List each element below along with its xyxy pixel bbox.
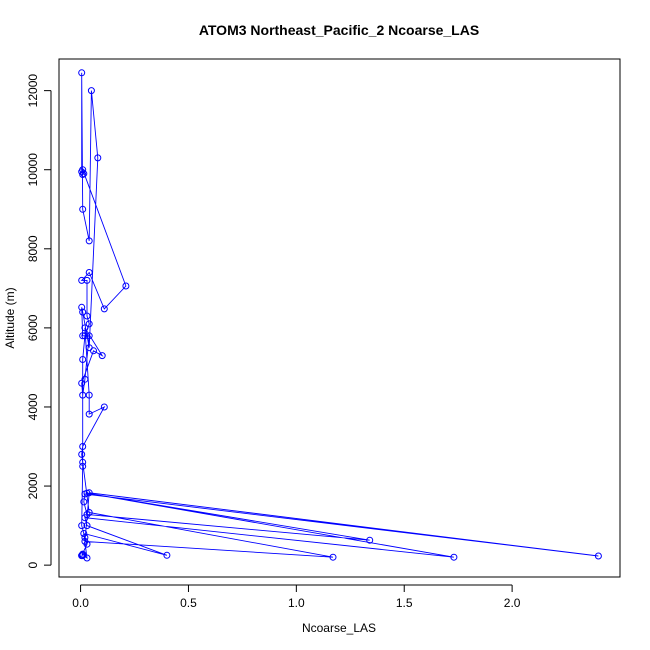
- data-point: [90, 347, 97, 355]
- data-point: [85, 410, 93, 418]
- y-tick-label: 4000: [26, 393, 40, 420]
- x-tick-label: 2.0: [504, 596, 521, 610]
- data-point: [450, 553, 458, 561]
- data-point: [87, 87, 95, 95]
- data-point: [81, 514, 89, 522]
- data-point: [122, 282, 130, 290]
- y-axis-label: Altitude (m): [3, 287, 17, 348]
- data-point: [79, 462, 87, 470]
- plot-area-border: [58, 58, 621, 578]
- y-axis: 0 2000 4000 6000 8000 10000 12000: [26, 74, 52, 568]
- data-point: [81, 537, 89, 545]
- y-tick-label: 12000: [26, 74, 40, 108]
- y-tick-label: 8000: [26, 235, 40, 262]
- x-axis-label: Ncoarse_LAS: [302, 621, 376, 635]
- data-point: [78, 450, 86, 458]
- data-point: [85, 269, 93, 276]
- data-point: [329, 553, 337, 561]
- series-layer: [78, 69, 602, 562]
- data-point: [85, 509, 93, 516]
- data-point: [85, 320, 93, 328]
- data-point: [78, 276, 86, 284]
- x-axis: 0.0 0.5 1.0 1.5 2.0: [72, 584, 521, 610]
- data-point: [78, 168, 86, 176]
- y-tick-label: 10000: [26, 153, 40, 187]
- data-point: [78, 303, 86, 311]
- data-point: [83, 276, 91, 284]
- data-point: [81, 324, 89, 332]
- data-point: [366, 536, 374, 544]
- series-line: [80, 72, 599, 560]
- data-point: [80, 170, 88, 178]
- data-point: [78, 69, 86, 77]
- data-point: [80, 530, 88, 537]
- y-tick-label: 2000: [26, 472, 40, 499]
- data-point: [594, 552, 602, 560]
- data-point: [80, 498, 88, 506]
- data-point: [81, 332, 89, 340]
- data-point: [78, 552, 86, 560]
- y-tick-label: 6000: [26, 314, 40, 341]
- data-point: [78, 379, 86, 387]
- data-point: [85, 391, 93, 399]
- data-point: [100, 305, 108, 313]
- data-point: [79, 550, 87, 558]
- data-point: [79, 205, 87, 213]
- data-point: [79, 443, 87, 450]
- data-point: [94, 154, 102, 162]
- data-point: [79, 308, 87, 316]
- data-point: [79, 356, 87, 363]
- chart-title: ATOM3 Northeast_Pacific_2 Ncoarse_LAS: [199, 22, 479, 38]
- x-tick-label: 1.5: [396, 596, 413, 610]
- data-point: [98, 352, 106, 360]
- data-point: [83, 312, 91, 320]
- data-point: [85, 332, 93, 340]
- data-point: [83, 489, 91, 497]
- data-point: [163, 551, 171, 559]
- data-point: [83, 522, 91, 530]
- data-point: [81, 534, 89, 541]
- data-point: [100, 403, 108, 411]
- y-tick-label: 0: [26, 561, 40, 568]
- x-tick-label: 0.0: [72, 596, 89, 610]
- data-point: [85, 237, 93, 245]
- x-tick-label: 1.0: [288, 596, 305, 610]
- data-point: [78, 522, 86, 530]
- x-tick-label: 0.5: [180, 596, 197, 610]
- data-point: [79, 458, 87, 466]
